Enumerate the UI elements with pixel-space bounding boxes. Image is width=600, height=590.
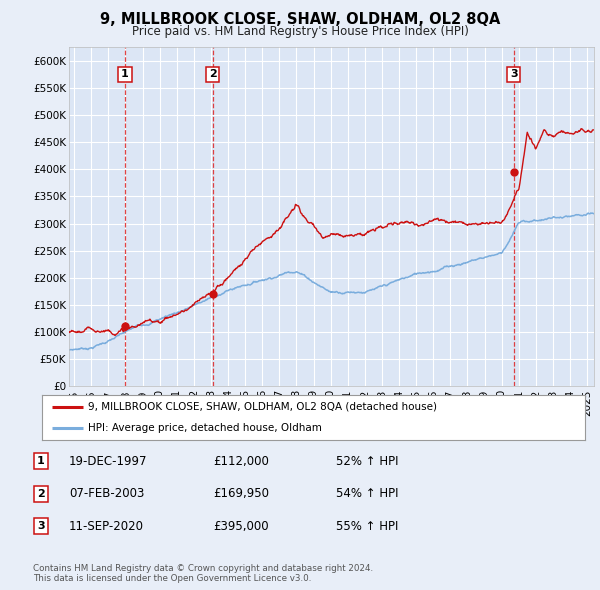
Text: 54% ↑ HPI: 54% ↑ HPI	[336, 487, 398, 500]
Text: 55% ↑ HPI: 55% ↑ HPI	[336, 520, 398, 533]
Text: 19-DEC-1997: 19-DEC-1997	[69, 455, 148, 468]
Text: 1: 1	[121, 70, 129, 79]
Text: HPI: Average price, detached house, Oldham: HPI: Average price, detached house, Oldh…	[88, 424, 322, 433]
Text: £112,000: £112,000	[213, 455, 269, 468]
Text: Contains HM Land Registry data © Crown copyright and database right 2024.
This d: Contains HM Land Registry data © Crown c…	[33, 563, 373, 583]
Text: Price paid vs. HM Land Registry's House Price Index (HPI): Price paid vs. HM Land Registry's House …	[131, 25, 469, 38]
Text: 9, MILLBROOK CLOSE, SHAW, OLDHAM, OL2 8QA: 9, MILLBROOK CLOSE, SHAW, OLDHAM, OL2 8Q…	[100, 12, 500, 27]
Text: 1: 1	[37, 457, 44, 466]
Text: £395,000: £395,000	[213, 520, 269, 533]
Text: 9, MILLBROOK CLOSE, SHAW, OLDHAM, OL2 8QA (detached house): 9, MILLBROOK CLOSE, SHAW, OLDHAM, OL2 8Q…	[88, 402, 437, 412]
Text: 52% ↑ HPI: 52% ↑ HPI	[336, 455, 398, 468]
Text: 11-SEP-2020: 11-SEP-2020	[69, 520, 144, 533]
Text: £169,950: £169,950	[213, 487, 269, 500]
Text: 3: 3	[510, 70, 517, 79]
Text: 2: 2	[209, 70, 217, 79]
Text: 3: 3	[37, 522, 44, 531]
Text: 07-FEB-2003: 07-FEB-2003	[69, 487, 145, 500]
Text: 2: 2	[37, 489, 44, 499]
